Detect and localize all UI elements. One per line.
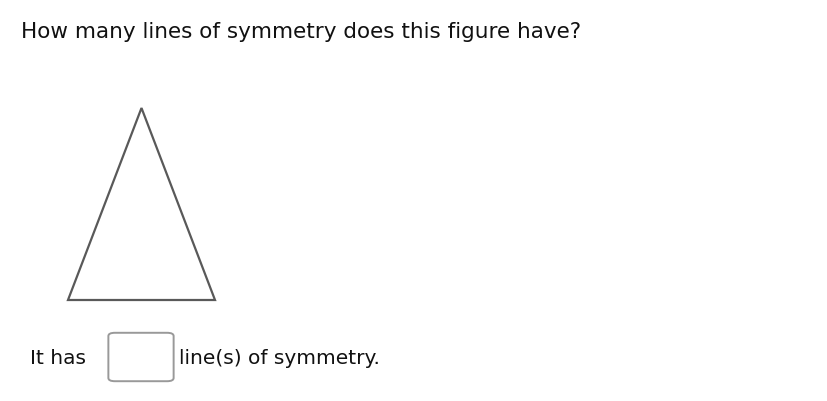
Text: How many lines of symmetry does this figure have?: How many lines of symmetry does this fig…: [21, 22, 580, 42]
FancyBboxPatch shape: [108, 333, 174, 381]
Text: line(s) of symmetry.: line(s) of symmetry.: [179, 348, 380, 367]
Text: It has: It has: [30, 348, 86, 367]
